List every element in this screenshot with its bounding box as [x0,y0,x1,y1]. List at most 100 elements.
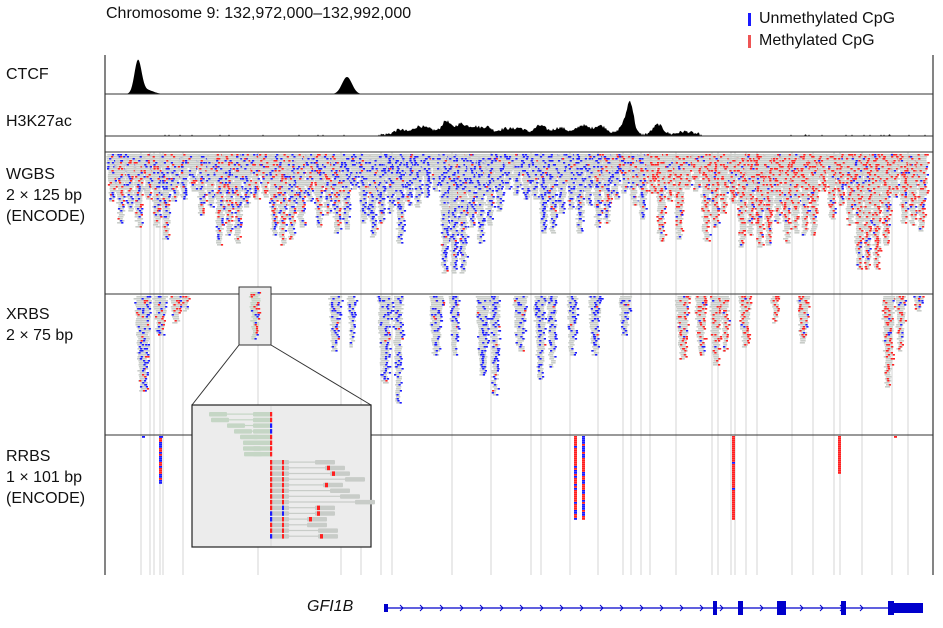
wgbs-read [682,154,695,156]
unmethylated-cpg-mark [316,164,319,166]
unmethylated-cpg-mark [475,196,478,198]
wgbs-read [449,208,459,210]
wgbs-read [316,224,322,226]
wgbs-read [611,188,619,190]
wgbs-read [672,162,685,164]
unmethylated-cpg-mark [681,214,684,216]
methylated-cpg-mark [675,206,678,208]
unmethylated-cpg-mark [298,192,301,194]
wgbs-read [414,186,422,188]
unmethylated-cpg-mark [237,224,240,226]
methylated-cpg-mark [522,174,525,176]
wgbs-read [268,154,281,156]
unmethylated-cpg-mark [444,250,447,252]
unmethylated-cpg-mark [546,190,549,192]
wgbs-read [377,176,388,178]
wgbs-read [458,184,469,186]
wgbs-read [701,230,708,232]
wgbs-read [159,164,171,166]
wgbs-read [351,170,360,172]
wgbs-read [420,156,432,158]
wgbs-read [432,170,442,172]
unmethylated-cpg-mark [691,184,694,186]
methylated-cpg-mark [314,182,317,184]
methylated-cpg-mark [647,176,650,178]
wgbs-read [331,158,344,160]
unmethylated-cpg-mark [447,226,450,228]
wgbs-read [154,216,161,218]
wgbs-read [313,170,324,172]
wgbs-read [512,168,522,170]
unmethylated-cpg-mark [200,180,203,182]
unmethylated-cpg-mark [389,166,393,168]
wgbs-read [404,198,411,200]
wgbs-read [548,174,559,176]
unmethylated-cpg-mark [111,192,114,194]
unmethylated-cpg-mark [460,252,463,254]
wgbs-read [673,190,683,192]
unmethylated-cpg-mark [384,154,387,156]
unmethylated-cpg-mark [447,234,450,236]
wgbs-label-line: WGBS [6,166,55,183]
unmethylated-cpg-mark [641,212,644,214]
unmethylated-cpg-mark [400,238,403,240]
unmethylated-cpg-mark [549,178,552,180]
wgbs-read [475,200,484,202]
methylated-cpg-mark [272,176,275,178]
wgbs-read [108,178,117,180]
wgbs-read [452,258,458,260]
unmethylated-cpg-mark [549,176,552,178]
wgbs-read [314,188,323,190]
methylated-cpg-mark [222,206,225,208]
wgbs-read [109,190,117,192]
unmethylated-cpg-mark [580,228,583,230]
wgbs-read [107,168,117,170]
methylated-cpg-mark [140,178,143,180]
methylated-cpg-mark [182,186,185,188]
wgbs-read [485,160,497,162]
unmethylated-cpg-mark [120,220,123,222]
unmethylated-cpg-mark [454,262,457,264]
unmethylated-cpg-mark [542,214,546,216]
unmethylated-cpg-mark [494,206,497,208]
wgbs-read [413,178,423,180]
unmethylated-cpg-mark [616,178,619,180]
unmethylated-cpg-mark [244,168,247,170]
wgbs-read [470,218,476,220]
methylated-cpg-mark [446,270,449,272]
unmethylated-cpg-mark [131,198,134,200]
methylated-cpg-mark [154,188,157,190]
wgbs-read [521,178,530,180]
wgbs-read [645,160,657,162]
methylated-cpg-mark [715,216,718,218]
wgbs-read [179,174,189,176]
wgbs-read [691,156,703,158]
wgbs-read [288,192,298,194]
unmethylated-cpg-mark [598,158,601,160]
wgbs-read [674,212,682,214]
methylated-cpg-mark [230,154,233,156]
wgbs-read [153,190,162,192]
wgbs-read [125,196,133,198]
methylated-cpg-mark [706,168,709,170]
unmethylated-cpg-mark [536,182,539,184]
methylated-cpg-mark [320,224,323,226]
wgbs-read [267,160,280,162]
wgbs-read [180,188,188,190]
methylated-cpg-mark [527,180,530,182]
wgbs-read [440,220,449,222]
wgbs-read [505,186,511,188]
methylated-cpg-mark [714,166,718,168]
wgbs-read [657,214,665,216]
unmethylated-cpg-mark [398,218,401,220]
unmethylated-cpg-mark [499,198,502,200]
unmethylated-cpg-mark [392,200,395,202]
wgbs-read [153,174,164,176]
methylated-cpg-mark [658,218,661,220]
wgbs-read [127,194,135,196]
unmethylated-cpg-mark [678,236,682,238]
unmethylated-cpg-mark [242,178,245,180]
unmethylated-cpg-mark [370,204,373,206]
wgbs-read [179,156,191,158]
wgbs-read [270,180,280,182]
